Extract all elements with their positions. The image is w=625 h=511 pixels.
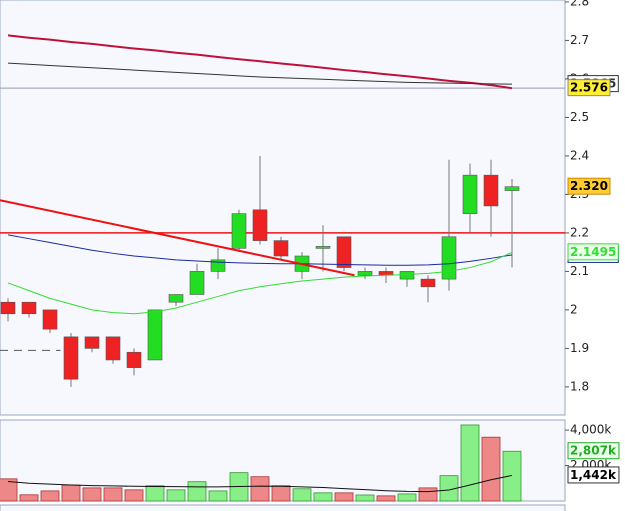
- volume-bar: [250, 476, 270, 502]
- reference-label-box: [567, 79, 611, 97]
- candle-body: [63, 336, 79, 380]
- y-tick-label: 2.7: [570, 33, 589, 47]
- candle-body: [21, 301, 37, 315]
- candle-body: [189, 271, 205, 295]
- volume-bar: [40, 490, 60, 502]
- volume-bar: [334, 492, 354, 502]
- candle-body: [399, 271, 415, 280]
- candle-body: [504, 186, 520, 191]
- candle-body: [252, 209, 268, 241]
- volume-bar: [0, 478, 18, 502]
- y-tick-label: 2.1: [570, 264, 589, 278]
- candle-body: [0, 301, 16, 315]
- price-layer: [0, 1, 569, 388]
- volume-ma: [7, 474, 513, 493]
- volume-bar: [313, 492, 333, 502]
- volume-bar: [187, 481, 207, 502]
- ma-label: 2.1495: [570, 245, 616, 259]
- candle-body: [441, 236, 457, 280]
- volume-bar: [292, 488, 312, 502]
- volume-ma-label: 1,442k: [570, 468, 617, 482]
- volume-last-label: 2,807k: [570, 444, 617, 458]
- volume-bar: [19, 494, 39, 502]
- candle-body: [147, 309, 163, 361]
- y-tick-label: 2.5: [570, 110, 589, 124]
- candle-body: [315, 246, 331, 249]
- moving-average: [7, 234, 513, 266]
- volume-bar: [271, 485, 291, 502]
- candle-body: [462, 174, 478, 214]
- volume-bar: [208, 490, 228, 502]
- y-tick-label: 2.4: [570, 148, 589, 162]
- y-tick-label: 2: [570, 302, 578, 316]
- candle-body: [336, 236, 352, 268]
- candle-body: [483, 174, 499, 207]
- volume-bar: [103, 487, 123, 502]
- moving-average: [7, 34, 513, 90]
- volume-bar: [61, 484, 81, 502]
- last-close-label: 2.320: [570, 179, 608, 193]
- last-close-label-box: [567, 177, 611, 195]
- axis-labels: 1.81.922.12.22.32.42.52.62.72.82.57592.5…: [567, 0, 620, 484]
- moving-average: [7, 62, 513, 85]
- trendline: [0, 199, 355, 277]
- volume-bar: [82, 487, 102, 502]
- volume-ma-label-box: [567, 466, 620, 484]
- y-tick-label: 2.2: [570, 225, 589, 239]
- volume-last-label-box: [567, 442, 620, 460]
- candle-body: [105, 336, 121, 361]
- moving-average: [7, 251, 513, 315]
- volume-layer: [0, 424, 569, 502]
- volume-bar: [481, 436, 501, 502]
- ma-label-box: [567, 243, 619, 261]
- volume-bar: [145, 485, 165, 502]
- volume-bar: [166, 489, 186, 502]
- y-tick-label: 4,000k: [570, 423, 611, 437]
- price-pane: [0, 0, 566, 416]
- lower-pane: [0, 504, 566, 511]
- volume-bar: [355, 494, 375, 502]
- volume-bar: [376, 495, 396, 502]
- volume-bar: [460, 424, 480, 502]
- candle-body: [210, 259, 226, 272]
- y-tick-label: 1.9: [570, 341, 589, 355]
- reference-label: 2.576: [570, 81, 608, 95]
- volume-bar: [397, 493, 417, 502]
- candle-body: [357, 271, 373, 276]
- volume-bar: [418, 487, 438, 502]
- volume-bar: [124, 489, 144, 502]
- candle-body: [273, 240, 289, 257]
- candle-body: [42, 309, 58, 330]
- y-tick-label: 1.8: [570, 379, 589, 393]
- y-tick-label: 2.8: [570, 0, 589, 8]
- candle-body: [168, 294, 184, 303]
- candle-body: [84, 336, 100, 349]
- candle-body: [231, 213, 247, 249]
- candle-body: [420, 278, 436, 288]
- candle-body: [126, 351, 142, 368]
- volume-bar: [502, 450, 522, 502]
